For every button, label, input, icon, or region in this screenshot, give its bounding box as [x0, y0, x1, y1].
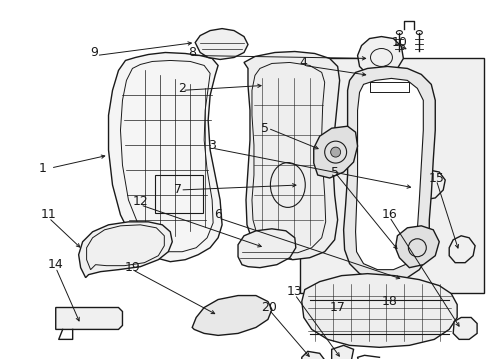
Text: 20: 20 — [261, 301, 276, 314]
Polygon shape — [343, 67, 434, 282]
Text: 16: 16 — [381, 208, 397, 221]
Polygon shape — [79, 222, 172, 278]
Text: 5: 5 — [261, 122, 268, 135]
Text: 10: 10 — [391, 36, 407, 49]
Text: 11: 11 — [41, 208, 57, 221]
Text: 1: 1 — [39, 162, 47, 175]
Polygon shape — [108, 53, 222, 262]
Text: 13: 13 — [286, 285, 302, 298]
Polygon shape — [301, 274, 456, 347]
Text: 19: 19 — [124, 261, 140, 274]
Text: 12: 12 — [132, 195, 148, 208]
Text: 17: 17 — [329, 301, 345, 314]
Polygon shape — [313, 126, 357, 178]
Polygon shape — [238, 229, 295, 268]
Text: 7: 7 — [174, 184, 182, 197]
Polygon shape — [195, 28, 247, 59]
Text: 9: 9 — [90, 46, 98, 59]
Polygon shape — [244, 51, 339, 260]
Text: 18: 18 — [381, 295, 397, 308]
Text: 2: 2 — [178, 82, 186, 95]
Polygon shape — [192, 296, 271, 336]
Ellipse shape — [330, 147, 340, 157]
Polygon shape — [331, 345, 353, 360]
Bar — [299, 58, 483, 293]
Text: 4: 4 — [299, 56, 307, 69]
Polygon shape — [452, 318, 476, 339]
Text: 14: 14 — [48, 258, 63, 271]
Polygon shape — [56, 307, 122, 329]
Text: 5: 5 — [330, 166, 338, 179]
Text: 8: 8 — [188, 46, 196, 59]
Text: 6: 6 — [214, 208, 222, 221]
Polygon shape — [412, 170, 444, 200]
Polygon shape — [395, 226, 438, 268]
Polygon shape — [448, 236, 474, 263]
Text: 15: 15 — [427, 171, 443, 185]
Polygon shape — [357, 37, 403, 75]
Polygon shape — [301, 351, 325, 360]
Bar — [155, 175, 203, 213]
Text: 3: 3 — [208, 139, 216, 152]
Polygon shape — [355, 78, 423, 270]
